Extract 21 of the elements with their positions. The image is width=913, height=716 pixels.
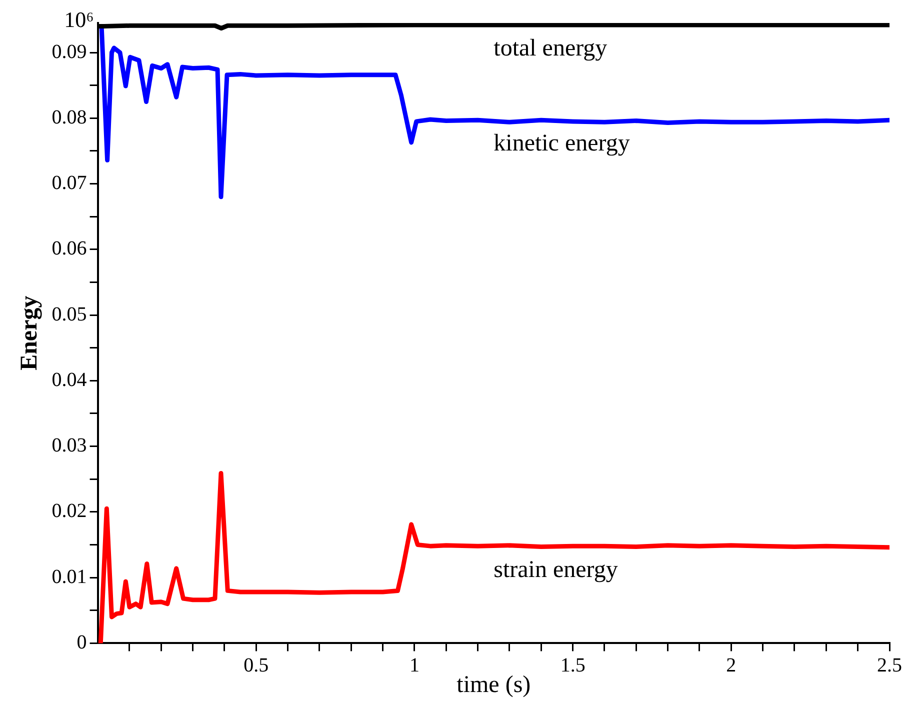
- y-tick-label: 0.02: [52, 500, 87, 522]
- y-tick-label: 0.01: [52, 566, 87, 588]
- y-tick-label: 0: [76, 631, 87, 654]
- series-label: total energy: [494, 35, 608, 62]
- x-tick-label: 2.5: [877, 654, 902, 676]
- y-tick-label: 0.09: [52, 40, 87, 63]
- x-axis-title: time (s): [456, 672, 531, 698]
- x-tick-label: 0.5: [244, 654, 269, 676]
- y-tick-label: 0.06: [52, 238, 87, 260]
- series-label: kinetic energy: [494, 130, 630, 156]
- y-tick-label: 0.04: [52, 368, 87, 391]
- x-tick-label: 1.5: [560, 654, 586, 676]
- series-label: strain energy: [494, 557, 618, 584]
- x-tick-label: 1: [409, 654, 420, 676]
- y-tick-label: 0.07: [52, 172, 87, 194]
- y-tick-label: 0.05: [52, 303, 87, 326]
- y-tick-label: 0.03: [52, 434, 87, 457]
- x-tick-label: 2: [726, 654, 736, 676]
- y-tick-label: 0.08: [52, 106, 87, 128]
- y-axis-title: Energy: [16, 296, 43, 370]
- text: 10⁶: [64, 6, 94, 32]
